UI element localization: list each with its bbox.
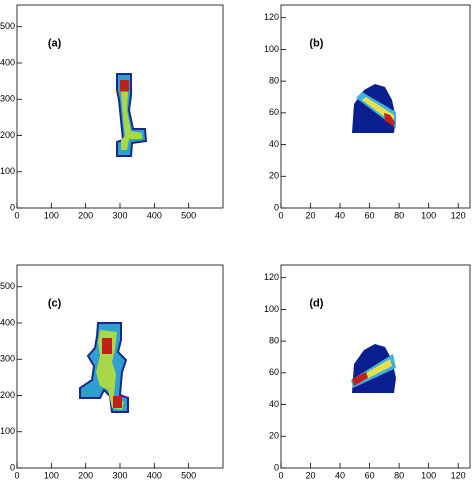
x-tick-label: 300 [112, 210, 127, 220]
x-tick-label: 40 [335, 470, 345, 480]
y-tick-label: 100 [264, 44, 279, 54]
y-tick-label: 100 [0, 166, 15, 176]
y-tick-label: 100 [264, 304, 279, 314]
y-tick-label: 400 [0, 57, 15, 67]
y-tick-label: 20 [269, 171, 279, 181]
y-tick-label: 80 [269, 336, 279, 346]
plot-frame [280, 4, 471, 209]
x-tick-label: 0 [278, 470, 283, 480]
y-tick-label: 300 [0, 94, 15, 104]
y-tick-label: 0 [10, 462, 15, 472]
y-tick-label: 60 [269, 367, 279, 377]
y-tick-label: 200 [0, 130, 15, 140]
x-tick-label: 100 [421, 210, 436, 220]
y-tick-label: 40 [269, 139, 279, 149]
y-tick-label: 60 [269, 107, 279, 117]
blob [120, 80, 129, 91]
x-tick-label: 200 [78, 210, 93, 220]
blob [352, 372, 368, 386]
x-tick-label: 500 [181, 210, 196, 220]
y-tick-label: 0 [10, 202, 15, 212]
y-tick-label: 300 [0, 354, 15, 364]
panel-label: (b) [309, 37, 323, 49]
y-tick-label: 120 [264, 12, 279, 22]
y-tick-label: 100 [0, 426, 15, 436]
x-tick-label: 40 [335, 210, 345, 220]
y-tick-label: 500 [0, 281, 15, 291]
x-tick-label: 0 [278, 210, 283, 220]
blob [113, 396, 122, 408]
x-tick-label: 120 [451, 470, 466, 480]
panel-label: (a) [48, 37, 62, 49]
x-tick-label: 100 [421, 470, 436, 480]
panel-label: (c) [48, 297, 62, 309]
panel-label: (d) [309, 297, 323, 309]
x-tick-label: 200 [78, 470, 93, 480]
blob [384, 113, 395, 126]
x-tick-label: 20 [306, 470, 316, 480]
x-tick-label: 80 [394, 210, 404, 220]
plot-frame [280, 264, 471, 469]
y-tick-label: 0 [274, 202, 279, 212]
x-tick-label: 60 [365, 210, 375, 220]
y-tick-label: 40 [269, 399, 279, 409]
y-tick-label: 500 [0, 21, 15, 31]
blob [121, 92, 142, 150]
y-tick-label: 20 [269, 431, 279, 441]
x-tick-label: 300 [112, 470, 127, 480]
x-tick-label: 400 [147, 470, 162, 480]
y-tick-label: 200 [0, 390, 15, 400]
y-tick-label: 80 [269, 76, 279, 86]
x-tick-label: 0 [14, 470, 19, 480]
x-tick-label: 120 [451, 210, 466, 220]
y-tick-label: 0 [274, 462, 279, 472]
heatmap-blobs [79, 73, 396, 413]
x-tick-label: 20 [306, 210, 316, 220]
x-tick-label: 400 [147, 210, 162, 220]
x-tick-label: 100 [44, 470, 59, 480]
x-tick-label: 100 [44, 210, 59, 220]
x-tick-label: 60 [365, 470, 375, 480]
y-tick-label: 400 [0, 317, 15, 327]
x-tick-label: 500 [181, 470, 196, 480]
blob [102, 338, 112, 354]
y-tick-label: 120 [264, 272, 279, 282]
x-tick-label: 0 [14, 210, 19, 220]
x-tick-label: 80 [394, 470, 404, 480]
